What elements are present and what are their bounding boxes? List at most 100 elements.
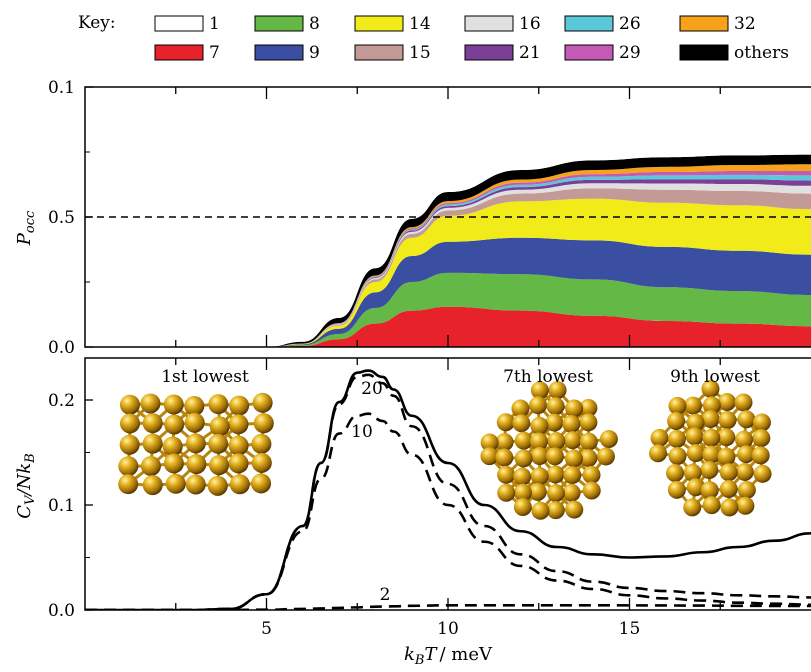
cluster-atom (717, 447, 736, 466)
cluster-atom (700, 461, 719, 480)
legend-label: 14 (409, 14, 431, 34)
cluster-atom (184, 412, 205, 433)
cluster-atom (702, 428, 721, 447)
legend-swatch (464, 15, 514, 32)
legend-swatch (154, 44, 204, 61)
cluster-atom (119, 394, 140, 415)
cluster-atom (702, 445, 721, 464)
legend-swatch (679, 15, 729, 32)
cluster-label: 7th lowest (503, 367, 593, 387)
legend-entry: 21 (464, 43, 541, 63)
legend-entry: 14 (354, 14, 431, 34)
cluster-atom (118, 474, 139, 495)
y-tick-label: 0.0 (48, 338, 75, 358)
legend-label: 9 (309, 43, 320, 63)
legend-label: 29 (619, 43, 641, 63)
cluster-atom (497, 483, 516, 502)
cluster-atom (579, 398, 598, 417)
cluster-atom (513, 467, 532, 486)
cluster-atom (702, 496, 721, 515)
cluster-atom (529, 396, 548, 415)
cluster-atom (511, 399, 530, 418)
legend-swatch (154, 15, 204, 32)
cluster-atom (718, 393, 737, 412)
y-tick-label: 0.5 (48, 208, 75, 228)
legend-swatch (679, 44, 729, 61)
cluster-images: 1st lowest 7th lowest 9th lowest (118, 367, 772, 520)
cluster-atom (513, 498, 532, 517)
cluster-atom (719, 463, 738, 482)
x-tick-label: 10 (437, 619, 459, 639)
heat-capacity-axes: 0.0 0.1 0.2 5 10 15 (48, 357, 811, 639)
cluster-atom (565, 399, 584, 418)
cluster-atom (650, 428, 669, 447)
cluster-atom (718, 411, 737, 430)
cluster-atom (701, 379, 720, 398)
cluster-atom (531, 501, 550, 520)
cluster-atom (496, 413, 515, 432)
cluster-atom (701, 410, 720, 429)
cluster-atom (596, 447, 615, 466)
cluster-atom (546, 501, 565, 520)
legend-entry: 32 (679, 14, 756, 34)
cluster-atom (480, 433, 499, 452)
cluster-atom (666, 464, 685, 483)
cluster-atom (545, 413, 564, 432)
cluster-atom (228, 414, 249, 435)
cluster-atom (530, 447, 549, 466)
cluster-atom (495, 433, 514, 452)
cluster-atom (163, 453, 184, 474)
cluster-atom (252, 392, 273, 413)
area-series-15 (85, 188, 811, 347)
cluster-atom (683, 463, 702, 482)
cluster-atom (579, 432, 598, 451)
cluster-atom (530, 467, 549, 486)
cluster-atom (208, 433, 229, 454)
cluster-atom (599, 430, 618, 449)
cluster-atom (530, 381, 549, 400)
area-series-8 (85, 272, 811, 347)
area-series-9 (85, 237, 811, 347)
cluster-atom (702, 396, 721, 415)
cluster-atom (165, 473, 186, 494)
cluster-atom (164, 414, 185, 435)
cluster-atom (720, 498, 739, 517)
legend-label: 1 (209, 14, 220, 34)
cluster-atom (734, 393, 753, 412)
cluster-atom (563, 431, 582, 450)
legend-label: others (734, 43, 789, 63)
cluster-atom (668, 396, 687, 415)
cluster-atom (228, 435, 249, 456)
cluster-atom (667, 412, 686, 431)
cluster-atom (667, 429, 686, 448)
curve-label: 10 (351, 422, 373, 442)
y-tick-label: 0.1 (48, 496, 75, 516)
x-tick-label: 5 (261, 619, 272, 639)
y-tick-label: 0.0 (48, 601, 75, 621)
cluster-atom (545, 447, 564, 466)
cluster-atom (736, 496, 755, 515)
curve-10 (85, 412, 811, 610)
cluster-atom (512, 414, 531, 433)
legend-entry: 1 (154, 14, 220, 34)
top-ylabel-sub: occ (23, 210, 38, 233)
cluster-atom (228, 453, 249, 474)
top-ylabel: Pocc (14, 210, 38, 246)
cluster-atom (528, 482, 547, 501)
cluster-atom (142, 475, 163, 496)
legend-label: 7 (209, 43, 220, 63)
cluster-atom (649, 444, 668, 463)
cluster-atom (118, 456, 139, 477)
cluster-atom (229, 474, 250, 495)
legend-label: 15 (409, 43, 431, 63)
cluster-atom (735, 462, 754, 481)
xlabel: kBT / meV (404, 644, 493, 668)
legend-entry: 9 (254, 43, 320, 63)
curve-labels: 20 10 2 (351, 379, 390, 605)
cluster-atom (546, 465, 565, 484)
cluster-atom (119, 434, 140, 455)
cluster-atom (119, 413, 140, 434)
heat-capacity-panel: 1st lowest 7th lowest 9th lowest 0.0 0.1 0.2… (14, 357, 811, 668)
cluster-atom (579, 449, 598, 468)
